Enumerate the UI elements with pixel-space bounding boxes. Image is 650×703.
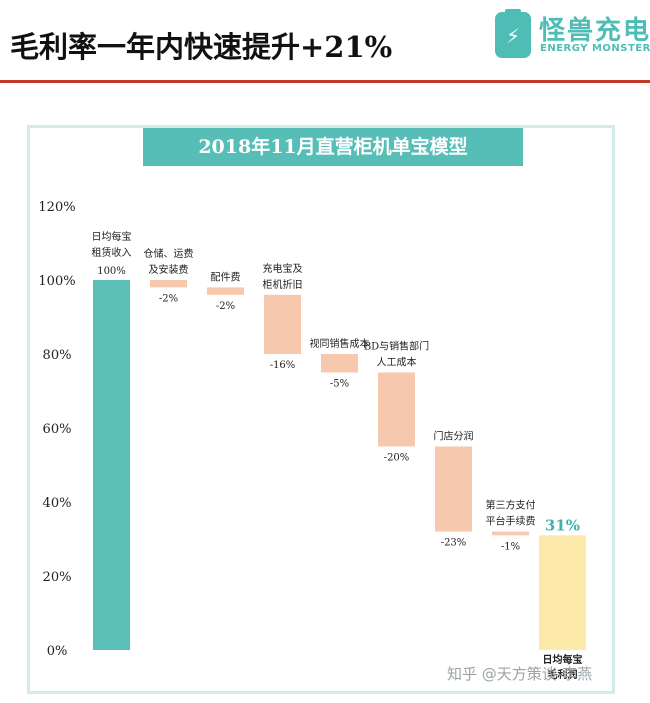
bar-decrease xyxy=(435,446,472,532)
value-label: -2% xyxy=(159,293,178,304)
value-label: -23% xyxy=(441,538,467,549)
chart-panel: 2018年11月直营柜机单宝模型 xyxy=(27,125,615,694)
bar-start xyxy=(93,280,130,650)
category-label: 门店分润 xyxy=(434,430,474,443)
watermark: 知乎 @天方策谈-李燕 xyxy=(447,665,593,683)
bar-end xyxy=(539,535,586,650)
chart-title: 2018年11月直营柜机单宝模型 xyxy=(143,128,523,166)
value-label: -5% xyxy=(330,379,349,390)
value-label: 100% xyxy=(97,266,126,277)
value-label: -1% xyxy=(501,541,520,552)
y-tick-label: 20% xyxy=(43,570,72,585)
bar-decrease xyxy=(378,372,415,447)
brand-logo: ⚡ 怪兽充电 ENERGY MONSTER xyxy=(495,8,650,64)
y-tick-label: 0% xyxy=(47,644,68,659)
value-label: -20% xyxy=(384,453,410,464)
value-label: -2% xyxy=(216,301,235,312)
result-value-label: 31% xyxy=(545,516,580,534)
bar-decrease xyxy=(207,287,244,295)
category-label: BD与销售部门 xyxy=(364,340,429,353)
header: 毛利率一年内快速提升+21% ⚡ 怪兽充电 ENERGY MONSTER xyxy=(0,0,650,84)
category-label: 平台手续费 xyxy=(486,515,536,528)
category-label: 柜机折旧 xyxy=(263,278,303,291)
header-divider xyxy=(0,80,650,83)
bar-decrease xyxy=(150,280,187,288)
bar-decrease xyxy=(492,531,529,536)
logo-cn-text: 怪兽充电 xyxy=(539,16,650,46)
y-tick-label: 80% xyxy=(43,348,72,363)
y-tick-label: 40% xyxy=(43,496,72,511)
logo-en-text: ENERGY MONSTER xyxy=(540,43,650,54)
category-label: 毛利润 xyxy=(548,668,578,681)
bar-decrease xyxy=(321,354,358,373)
y-tick-label: 100% xyxy=(38,274,75,289)
category-label: 配件费 xyxy=(211,270,241,283)
category-label: 第三方支付 xyxy=(486,499,536,512)
category-label: 人工成本 xyxy=(377,356,417,369)
category-label: 日均每宝 xyxy=(543,653,583,666)
battery-bolt-icon: ⚡ xyxy=(495,9,531,58)
category-label: 视同销售成本 xyxy=(310,337,370,350)
category-label: 日均每宝 xyxy=(92,230,132,243)
category-label: 仓储、运费 xyxy=(144,247,194,260)
category-label: 及安装费 xyxy=(149,263,189,276)
page-title: 毛利率一年内快速提升+21% xyxy=(10,30,393,64)
value-label: -16% xyxy=(270,360,296,371)
bar-decrease xyxy=(264,294,301,354)
y-tick-label: 60% xyxy=(43,422,72,437)
y-tick-label: 120% xyxy=(38,200,75,215)
category-label: 充电宝及 xyxy=(263,262,303,275)
category-label: 租赁收入 xyxy=(92,246,132,259)
